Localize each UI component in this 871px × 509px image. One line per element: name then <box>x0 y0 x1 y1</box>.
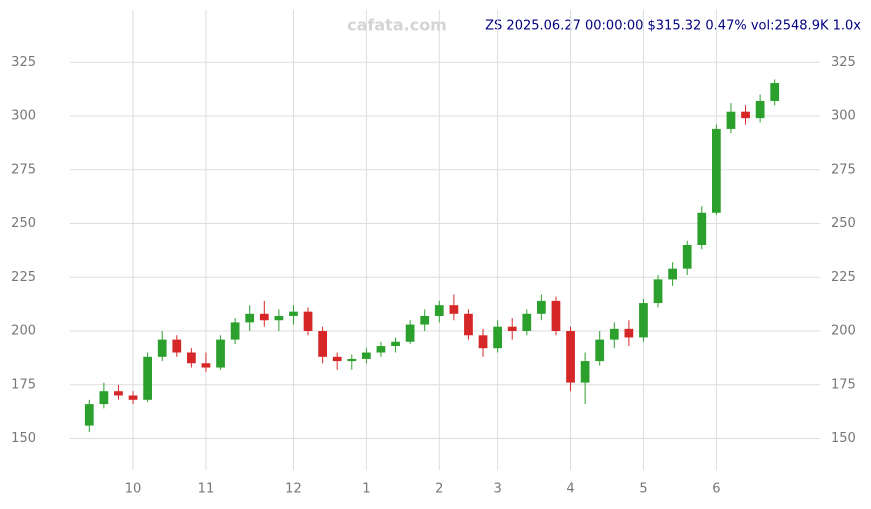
candle-body <box>99 391 109 405</box>
y-tick-label: 225 <box>11 270 36 285</box>
candle-body <box>274 315 284 321</box>
candle-body <box>682 245 692 269</box>
candle-body <box>84 404 94 426</box>
candle-body <box>464 313 473 336</box>
y-tick-label: 300 <box>11 109 36 124</box>
x-tick-label: 3 <box>493 482 501 497</box>
candle-body <box>347 358 357 362</box>
y-tick-label-right: 200 <box>831 324 856 339</box>
x-tick-label: 4 <box>566 482 574 497</box>
watermark: cafata.com <box>347 16 447 35</box>
candle-body <box>755 100 765 119</box>
candle-body <box>566 331 575 383</box>
candle-body <box>478 335 488 349</box>
candle-body <box>537 300 546 314</box>
y-tick-label: 175 <box>11 377 36 392</box>
candle-body <box>405 324 415 342</box>
candle-body <box>551 300 561 331</box>
candle-body <box>289 311 298 316</box>
x-tick-label: 1 <box>362 482 370 497</box>
candle-body <box>741 111 750 119</box>
candle-body <box>245 313 255 323</box>
candle-body <box>332 356 342 362</box>
candle-body <box>143 356 152 400</box>
candle-body <box>187 352 196 364</box>
candle-body <box>697 212 707 245</box>
x-tick-label: 10 <box>125 482 142 497</box>
y-tick-label-right: 225 <box>831 270 856 285</box>
candle-body <box>230 322 240 340</box>
candle-body <box>391 341 400 347</box>
candle-body <box>580 361 590 383</box>
candle-body <box>668 268 677 280</box>
candle-body <box>595 339 605 362</box>
candle-body <box>434 305 444 316</box>
y-tick-label-right: 175 <box>831 377 856 392</box>
x-tick-label: 11 <box>198 482 215 497</box>
candle-body <box>653 279 663 304</box>
y-tick-label-right: 325 <box>831 55 856 70</box>
candle-body <box>639 303 648 338</box>
candle-body <box>726 111 736 129</box>
y-tick-label-right: 150 <box>831 431 856 446</box>
candle-body <box>172 339 182 353</box>
y-tick-label: 325 <box>11 55 36 70</box>
candle-body <box>609 328 619 340</box>
candle-body <box>114 391 123 396</box>
y-tick-label-right: 300 <box>831 109 856 124</box>
candle-body <box>216 339 225 368</box>
y-tick-label: 150 <box>11 431 36 446</box>
candle-body <box>522 313 532 331</box>
x-tick-label: 6 <box>712 482 720 497</box>
candle-body <box>507 326 517 331</box>
y-tick-label: 275 <box>11 162 36 177</box>
candle-body <box>449 305 459 314</box>
candle-body <box>318 331 327 357</box>
chart-title: ZS 2025.06.27 00:00:00 $315.32 0.47% vol… <box>485 19 861 34</box>
candle-body <box>128 395 138 400</box>
candle-body <box>624 328 634 338</box>
candle-body <box>201 363 211 368</box>
y-tick-label: 200 <box>11 324 36 339</box>
candle-body <box>362 352 371 359</box>
candle-body <box>712 128 721 213</box>
x-tick-label: 2 <box>435 482 443 497</box>
candle-body <box>259 313 269 321</box>
candle-body <box>303 311 313 331</box>
candle-body <box>770 83 780 101</box>
y-tick-label: 250 <box>11 216 36 231</box>
x-tick-label: 12 <box>285 482 302 497</box>
candle-body <box>493 326 502 349</box>
x-tick-label: 5 <box>639 482 647 497</box>
candle-body <box>376 346 386 353</box>
candle-body <box>420 315 430 325</box>
y-tick-label-right: 275 <box>831 162 856 177</box>
candle-body <box>157 339 167 357</box>
y-tick-label-right: 250 <box>831 216 856 231</box>
